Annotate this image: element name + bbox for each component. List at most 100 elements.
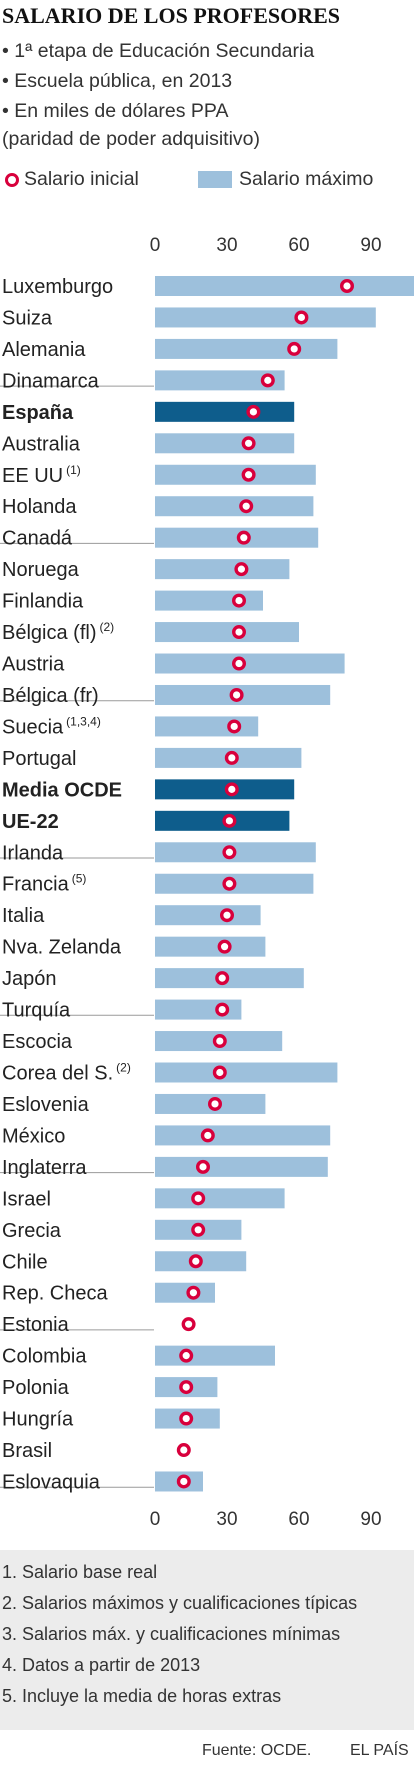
axis-tick-top-0: 0 (150, 235, 161, 256)
row-label-12: Austria (2, 654, 65, 676)
row-label-31: Chile (2, 1251, 48, 1273)
footnote-5: 5. Incluye la media de horas extras (2, 1686, 282, 1706)
bar-max-10 (155, 590, 263, 611)
row-label-14: Suecia (1,3,4) (2, 714, 101, 738)
row-label-32: Rep. Checa (2, 1283, 108, 1305)
row-label-sup: (5) (72, 872, 87, 886)
row-label-8: Canadá (2, 528, 73, 550)
row-label-30: Grecia (2, 1220, 62, 1242)
marker-initial-9 (234, 562, 249, 577)
bar-max-34 (155, 1345, 275, 1366)
axis-tick-top-30: 30 (216, 235, 237, 256)
bar-max-21 (155, 936, 266, 957)
row-label-13: Bélgica (fr) (2, 685, 99, 707)
row-label-23: Turquía (2, 1000, 71, 1022)
row-label-35: Polonia (2, 1377, 70, 1399)
row-label-25: Corea del S. (2) (2, 1061, 131, 1085)
row-label-19: Francia (5) (2, 872, 86, 896)
bar-max-5 (155, 433, 295, 454)
marker-initial-33 (181, 1317, 196, 1332)
axis-tick-top-60: 60 (288, 235, 309, 256)
row-label-15: Portugal (2, 748, 77, 770)
marker-initial-25 (212, 1065, 227, 1080)
bar-max-9 (155, 559, 290, 580)
row-label-28: Inglaterra (2, 1157, 87, 1179)
bar-max-11 (155, 622, 299, 643)
source-note: Fuente: OCDE. (202, 1742, 312, 1759)
marker-initial-5 (241, 436, 256, 451)
marker-initial-21 (217, 939, 232, 954)
marker-initial-17 (222, 813, 237, 828)
marker-initial-18 (222, 845, 237, 860)
row-label-sup: (2) (116, 1061, 131, 1075)
row-label-10: Finlandia (2, 591, 84, 613)
bar-max-12 (155, 653, 345, 674)
row-label-34: Colombia (2, 1346, 87, 1368)
marker-initial-28 (195, 1159, 210, 1174)
marker-initial-30 (191, 1222, 206, 1237)
marker-initial-24 (212, 1034, 227, 1049)
row-label-5: Australia (2, 433, 81, 455)
marker-initial-26 (207, 1096, 222, 1111)
marker-initial-11 (231, 625, 246, 640)
marker-initial-22 (215, 971, 230, 986)
marker-initial-20 (219, 908, 234, 923)
marker-initial-1 (294, 310, 309, 325)
footnote-1: 1. Salario base real (2, 1562, 158, 1582)
legend-initial-label: Salario inicial (24, 168, 139, 190)
bar-max-29 (155, 1188, 285, 1209)
footnote-2: 2. Salarios máximos y cualificaciones tí… (2, 1593, 358, 1613)
row-label-7: Holanda (2, 496, 77, 518)
marker-initial-16 (224, 782, 239, 797)
bar-max-32 (155, 1282, 215, 1303)
footnote-4: 4. Datos a partir de 2013 (2, 1655, 201, 1675)
bar-max-17 (155, 810, 290, 831)
bar-max-28 (155, 1156, 328, 1177)
row-label-26: Eslovenia (2, 1094, 90, 1116)
bar-max-8 (155, 527, 319, 548)
marker-initial-12 (231, 656, 246, 671)
marker-initial-27 (200, 1128, 215, 1143)
axis-tick-bottom-90: 90 (360, 1509, 381, 1530)
bar-max-3 (155, 370, 285, 391)
salary-bar-chart: 03060901201500306090120150LuxemburgoSuiz… (0, 235, 414, 1530)
chart-title: SALARIO DE LOS PROFESORES (2, 3, 341, 28)
marker-initial-7 (239, 499, 254, 514)
marker-initial-14 (227, 719, 242, 734)
row-label-36: Hungría (2, 1409, 74, 1431)
marker-initial-29 (191, 1191, 206, 1206)
row-label-0: Luxemburgo (2, 276, 113, 298)
axis-tick-bottom-60: 60 (288, 1509, 309, 1530)
footnote-3: 3. Salarios máx. y cualificaciones mínim… (2, 1624, 341, 1644)
marker-initial-10 (231, 593, 246, 608)
row-label-18: Irlanda (2, 842, 64, 864)
row-label-37: Brasil (2, 1440, 52, 1462)
marker-initial-15 (224, 750, 239, 765)
row-label-17: UE-22 (2, 811, 59, 833)
row-label-sup: (1,3,4) (66, 714, 101, 728)
row-label-sup: (2) (99, 620, 114, 634)
marker-initial-4 (246, 404, 261, 419)
marker-initial-38 (176, 1474, 191, 1489)
bar-max-16 (155, 779, 295, 800)
bar-max-27 (155, 1125, 331, 1146)
row-label-33: Estonia (2, 1314, 70, 1336)
marker-initial-31 (188, 1254, 203, 1269)
marker-initial-37 (176, 1443, 191, 1458)
row-label-20: Italia (2, 905, 45, 927)
marker-initial-36 (179, 1411, 194, 1426)
marker-initial-35 (179, 1380, 194, 1395)
legend: Salario inicial Salario máximo (2, 168, 414, 196)
marker-initial-0 (340, 279, 355, 294)
marker-initial-8 (236, 530, 251, 545)
bar-max-0 (155, 276, 414, 296)
bar-max-6 (155, 464, 316, 485)
marker-initial-6 (241, 467, 256, 482)
marker-initial-34 (179, 1348, 194, 1363)
subtitle-line-3: • En miles de dólares PPA (2, 100, 229, 122)
row-label-sup: (1) (66, 463, 81, 477)
bar-max-14 (155, 716, 259, 737)
row-label-29: Israel (2, 1188, 51, 1210)
row-label-2: Alemania (2, 339, 86, 361)
subtitle-line-2: • Escuela pública, en 2013 (2, 70, 233, 92)
